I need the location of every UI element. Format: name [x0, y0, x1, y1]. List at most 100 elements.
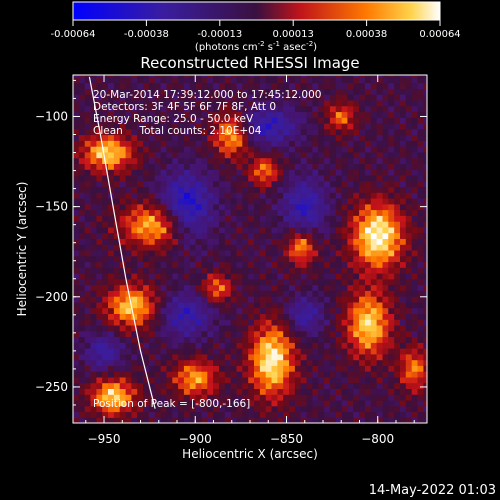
heatmap-cell	[271, 169, 278, 176]
heatmap-cell	[84, 76, 92, 84]
heatmap-cell	[78, 301, 86, 309]
heatmap-cell	[259, 146, 267, 153]
heatmap-cell	[405, 394, 413, 401]
heatmap-cell	[265, 342, 273, 349]
heatmap-cell	[365, 249, 372, 257]
heatmap-cell	[341, 348, 348, 355]
heatmap-cell	[119, 232, 127, 239]
heatmap-cell	[259, 296, 267, 303]
heatmap-cell	[201, 94, 208, 101]
heatmap-cell	[259, 290, 267, 297]
heatmap-cell	[335, 261, 343, 268]
heatmap-cell	[370, 174, 378, 182]
heatmap-cell	[271, 353, 278, 361]
heatmap-cell	[400, 146, 407, 153]
heatmap-cell	[423, 82, 427, 89]
heatmap-cell	[265, 76, 273, 84]
heatmap-cell	[154, 238, 162, 245]
heatmap-cell	[119, 203, 127, 211]
heatmap-cell	[160, 296, 167, 303]
heatmap-cell	[154, 296, 162, 303]
heatmap-cell	[166, 134, 173, 141]
heatmap-cell	[370, 388, 378, 395]
heatmap-cell	[119, 238, 127, 245]
heatmap-cell	[376, 146, 383, 153]
heatmap-cell	[102, 273, 109, 280]
heatmap-cell	[183, 342, 191, 349]
heatmap-cell	[242, 371, 249, 378]
heatmap-cell	[423, 342, 427, 349]
x-tick-label: −850	[270, 432, 303, 446]
heatmap-cell	[160, 226, 167, 234]
heatmap-cell	[382, 186, 389, 193]
heatmap-cell	[405, 169, 413, 176]
heatmap-cell	[201, 117, 208, 124]
heatmap-cell	[148, 365, 156, 372]
heatmap-cell	[312, 365, 319, 372]
heatmap-cell	[329, 198, 337, 205]
heatmap-cell	[108, 324, 115, 332]
heatmap-cell	[405, 313, 413, 320]
heatmap-cell	[394, 330, 401, 338]
heatmap-cell	[125, 76, 132, 84]
heatmap-cell	[417, 99, 424, 107]
heatmap-cell	[265, 88, 273, 95]
heatmap-cell	[312, 411, 319, 418]
heatmap-cell	[119, 82, 127, 89]
heatmap-cell	[400, 123, 407, 130]
heatmap-cell	[78, 88, 86, 95]
heatmap-cell	[423, 394, 427, 401]
heatmap-cell	[289, 238, 296, 245]
heatmap-cell	[160, 169, 167, 176]
heatmap-cell	[318, 82, 325, 89]
heatmap-cell	[312, 273, 319, 280]
heatmap-cell	[289, 353, 296, 361]
heatmap-cell	[143, 111, 150, 118]
heatmap-cell	[201, 134, 208, 141]
heatmap-cell	[96, 244, 103, 251]
heatmap-cell	[224, 399, 232, 407]
heatmap-cell	[224, 365, 232, 372]
heatmap-cell	[96, 388, 103, 395]
heatmap-cell	[189, 244, 197, 251]
heatmap-cell	[359, 388, 366, 395]
heatmap-cell	[154, 203, 162, 211]
heatmap-cell	[283, 117, 290, 124]
heatmap-cell	[283, 313, 290, 320]
heatmap-cell	[388, 140, 395, 147]
heatmap-cell	[254, 371, 261, 378]
heatmap-cell	[324, 342, 331, 349]
heatmap-cell	[376, 399, 383, 407]
heatmap-cell	[353, 244, 360, 251]
heatmap-cell	[271, 82, 278, 89]
heatmap-cell	[394, 226, 401, 234]
heatmap-cell	[306, 75, 313, 78]
heatmap-cell	[347, 169, 354, 176]
heatmap-cell	[335, 238, 343, 245]
heatmap-cell	[300, 394, 308, 401]
heatmap-cell	[265, 123, 273, 130]
heatmap-cell	[166, 75, 173, 78]
heatmap-cell	[189, 128, 197, 136]
heatmap-cell	[341, 284, 348, 291]
heatmap-cell	[84, 296, 92, 303]
heatmap-cell	[230, 88, 238, 95]
heatmap-cell	[300, 405, 308, 413]
heatmap-cell	[400, 105, 407, 113]
heatmap-cell	[318, 163, 325, 170]
heatmap-cell	[394, 151, 401, 159]
heatmap-cell	[113, 94, 121, 101]
heatmap-cell	[195, 359, 202, 366]
heatmap-cell	[347, 94, 354, 101]
heatmap-cell	[148, 290, 156, 297]
heatmap-cell	[78, 342, 86, 349]
heatmap-cell	[405, 405, 413, 413]
heatmap-cell	[90, 301, 97, 309]
heatmap-cell	[178, 405, 185, 413]
heatmap-cell	[353, 411, 360, 418]
heatmap-cell	[370, 301, 378, 309]
heatmap-cell	[405, 123, 413, 130]
heatmap-cell	[277, 192, 284, 199]
heatmap-cell	[259, 307, 267, 314]
heatmap-cell	[119, 284, 127, 291]
